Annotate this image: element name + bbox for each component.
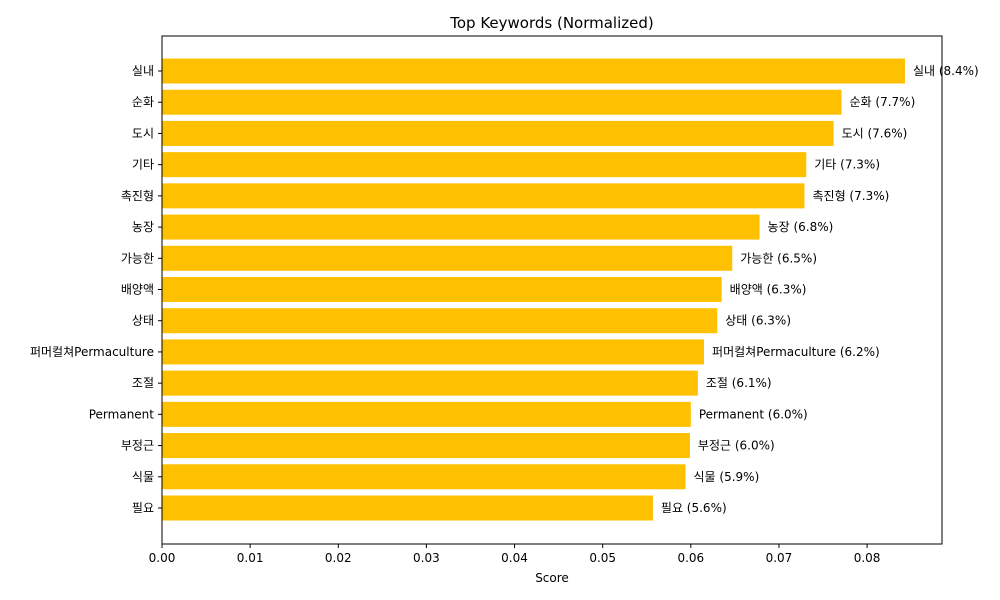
data-label: 기타 (7.3%): [814, 158, 880, 172]
category-label: 농장: [132, 220, 154, 234]
bar-13: [162, 464, 686, 490]
category-label: 부정근: [121, 439, 154, 453]
category-label: 식물: [132, 470, 154, 484]
data-label: 조절 (6.1%): [706, 376, 772, 390]
x-tick-label: 0.06: [677, 551, 704, 565]
data-label: 퍼머컬쳐Permaculture (6.2%): [712, 345, 880, 359]
category-label: 상태: [132, 314, 154, 328]
data-label: 실내 (8.4%): [913, 64, 979, 78]
x-axis-label: Score: [535, 571, 569, 585]
data-label: Permanent (6.0%): [699, 407, 808, 421]
x-tick-label: 0.08: [854, 551, 881, 565]
bars-group: [162, 58, 905, 521]
data-label: 부정근 (6.0%): [698, 439, 775, 453]
data-label: 농장 (6.8%): [768, 220, 834, 234]
category-label: 촉진형: [121, 189, 154, 203]
bar-10: [162, 370, 698, 396]
category-label: 기타: [132, 158, 154, 172]
bar-5: [162, 214, 760, 240]
bar-14: [162, 495, 653, 521]
bar-0: [162, 58, 905, 84]
data-label: 가능한 (6.5%): [740, 251, 817, 265]
x-tick-label: 0.03: [413, 551, 440, 565]
data-label: 순화 (7.7%): [850, 95, 916, 109]
data-label: 도시 (7.6%): [842, 126, 908, 140]
data-label: 배양액 (6.3%): [730, 283, 807, 297]
data-label: 식물 (5.9%): [694, 470, 760, 484]
bar-6: [162, 245, 733, 271]
category-label: 도시: [132, 126, 154, 140]
bar-8: [162, 308, 718, 334]
bar-2: [162, 120, 834, 146]
data-labels: 실내 (8.4%) 순화 (7.7%) 도시 (7.6%) 기타 (7.3%) 촉진형 …: [661, 64, 979, 515]
x-tick-label: 0.00: [149, 551, 176, 565]
data-label: 촉진형 (7.3%): [813, 189, 890, 203]
category-label: 퍼머컬쳐Permaculture: [30, 345, 154, 359]
category-label: Permanent: [89, 407, 155, 421]
category-label: 조절: [132, 376, 154, 390]
category-label: 가능한: [121, 251, 154, 265]
data-label: 필요 (5.6%): [661, 501, 727, 515]
bar-9: [162, 339, 705, 365]
category-label: 필요: [132, 501, 154, 515]
bar-11: [162, 401, 691, 427]
x-tick-label: 0.05: [589, 551, 616, 565]
bar-3: [162, 152, 807, 178]
x-tick-label: 0.01: [237, 551, 264, 565]
bar-4: [162, 183, 805, 209]
x-tick-label: 0.02: [325, 551, 352, 565]
category-label: 배양액: [121, 283, 154, 297]
x-tick-label: 0.07: [766, 551, 793, 565]
data-label: 상태 (6.3%): [725, 314, 791, 328]
bar-7: [162, 277, 722, 302]
bar-12: [162, 433, 690, 459]
plot-frame: [161, 35, 943, 545]
bar-1: [162, 89, 842, 115]
category-label: 실내: [132, 64, 154, 78]
category-label: 순화: [132, 95, 154, 109]
x-tick-label: 0.04: [501, 551, 528, 565]
chart-title: Top Keywords (Normalized): [449, 14, 654, 32]
x-axis-ticks: 0.00 0.01 0.02 0.03 0.04 0.05 0.06 0.07 0.08: [149, 544, 881, 565]
